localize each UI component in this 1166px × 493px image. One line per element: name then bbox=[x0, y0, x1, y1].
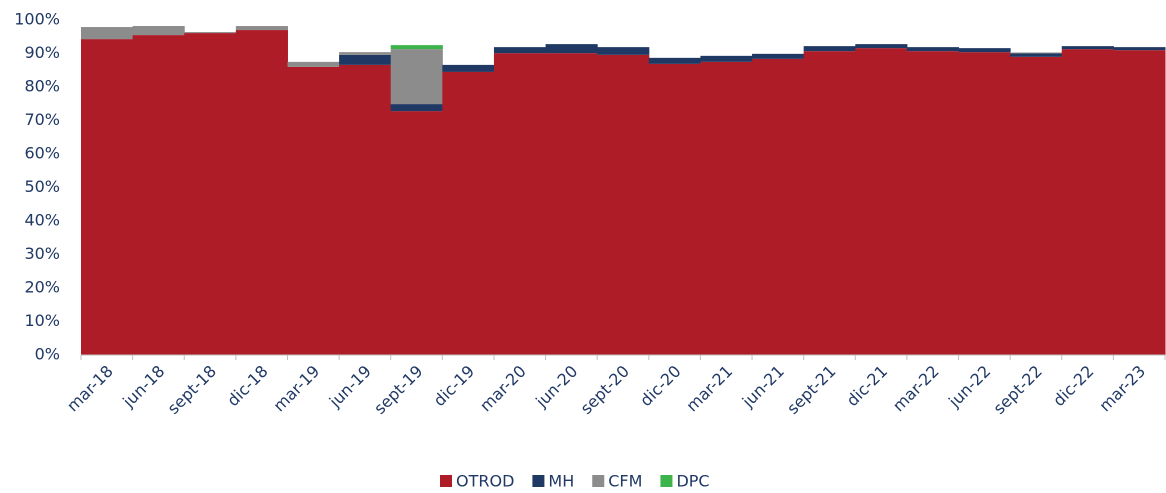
bar-segment bbox=[958, 48, 1011, 53]
bar-segment bbox=[906, 51, 960, 355]
x-tick-label: dic-22 bbox=[1049, 362, 1097, 410]
bar-segment bbox=[1113, 47, 1166, 51]
bar-segment bbox=[132, 26, 185, 36]
bar-segment bbox=[390, 111, 443, 356]
x-tick-label: sept-22 bbox=[990, 362, 1046, 418]
bar-segment bbox=[648, 63, 701, 355]
bar-segment bbox=[855, 44, 908, 49]
bar-segment bbox=[81, 39, 134, 355]
bar-segment bbox=[545, 53, 598, 355]
legend-swatch bbox=[592, 475, 605, 487]
bar-segment bbox=[906, 47, 960, 52]
x-tick-label: mar-20 bbox=[476, 362, 530, 416]
x-tick-label: jun-19 bbox=[325, 362, 375, 412]
bar-segment bbox=[1061, 46, 1114, 50]
bar-segment bbox=[235, 26, 288, 31]
y-tick-label: 70% bbox=[24, 110, 60, 129]
bar-segment bbox=[235, 30, 288, 356]
bar-segment bbox=[81, 27, 134, 40]
bar-segment bbox=[184, 32, 237, 34]
y-tick-label: 90% bbox=[24, 43, 60, 62]
x-tick-label: dic-18 bbox=[223, 362, 271, 410]
legend-label: DPC bbox=[676, 472, 709, 491]
y-tick-label: 20% bbox=[24, 278, 60, 297]
y-tick-label: 100% bbox=[14, 10, 60, 29]
x-tick-label: mar-21 bbox=[682, 362, 736, 416]
x-tick-label: sept-18 bbox=[164, 362, 220, 418]
bar-segment bbox=[442, 64, 495, 72]
bar-segment bbox=[752, 53, 805, 59]
bar-segment bbox=[442, 71, 495, 356]
bar-segment bbox=[700, 55, 753, 62]
bar-segment bbox=[1010, 53, 1063, 57]
y-tick-label: 40% bbox=[24, 211, 60, 230]
bar-segment bbox=[958, 52, 1011, 355]
legend-swatch bbox=[532, 475, 545, 487]
bar-segment bbox=[1061, 49, 1114, 356]
bar-segment bbox=[339, 52, 392, 55]
y-tick-label: 50% bbox=[24, 177, 60, 196]
x-tick-label: sept-20 bbox=[577, 362, 633, 418]
bar-segment bbox=[803, 46, 856, 52]
legend-label: OTROD bbox=[456, 472, 514, 491]
x-tick-label: dic-19 bbox=[430, 362, 478, 410]
bar-segment bbox=[132, 35, 185, 355]
bar-segment bbox=[1010, 52, 1063, 54]
bar-segment bbox=[184, 33, 237, 355]
bar-segment bbox=[287, 66, 340, 356]
bar-segment bbox=[339, 64, 392, 355]
x-tick-label: mar-18 bbox=[63, 362, 117, 416]
bar-segment bbox=[493, 53, 547, 355]
legend-label: MH bbox=[548, 472, 574, 491]
bar-segment bbox=[390, 49, 443, 105]
y-tick-label: 0% bbox=[35, 345, 60, 364]
bar-segment bbox=[803, 51, 856, 355]
bar-segment bbox=[597, 47, 650, 55]
bar-segment bbox=[545, 44, 598, 54]
bar-segment bbox=[648, 57, 701, 64]
legend-swatch bbox=[440, 475, 452, 487]
bar-segment bbox=[493, 47, 547, 54]
bar-segment bbox=[700, 61, 753, 355]
y-tick-label: 60% bbox=[24, 144, 60, 163]
bar-segment bbox=[390, 104, 443, 112]
x-tick-label: mar-19 bbox=[270, 362, 324, 416]
x-tick-label: jun-20 bbox=[531, 362, 581, 412]
bar-segment bbox=[855, 48, 908, 355]
y-tick-label: 80% bbox=[24, 77, 60, 96]
y-tick-label: 10% bbox=[24, 311, 60, 330]
x-tick-label: mar-22 bbox=[889, 362, 943, 416]
bar-segment bbox=[597, 54, 650, 356]
bar-segment bbox=[287, 61, 340, 67]
bar-segment bbox=[390, 45, 443, 50]
x-tick-label: jun-18 bbox=[118, 362, 168, 412]
x-tick-label: sept-21 bbox=[783, 362, 839, 418]
legend-swatch bbox=[660, 475, 673, 487]
y-tick-label: 30% bbox=[24, 244, 60, 263]
bar-segment bbox=[752, 58, 805, 356]
x-tick-label: dic-21 bbox=[843, 362, 891, 410]
bar-segment bbox=[1113, 50, 1166, 356]
x-tick-label: jun-21 bbox=[738, 362, 788, 412]
bar-segment bbox=[1010, 56, 1063, 355]
bar-segment bbox=[339, 54, 392, 65]
legend-label: CFM bbox=[608, 472, 642, 491]
x-tick-label: jun-22 bbox=[944, 362, 994, 412]
x-tick-label: dic-20 bbox=[636, 362, 684, 410]
x-tick-label: mar-23 bbox=[1095, 362, 1149, 416]
x-tick-label: sept-19 bbox=[370, 362, 426, 418]
